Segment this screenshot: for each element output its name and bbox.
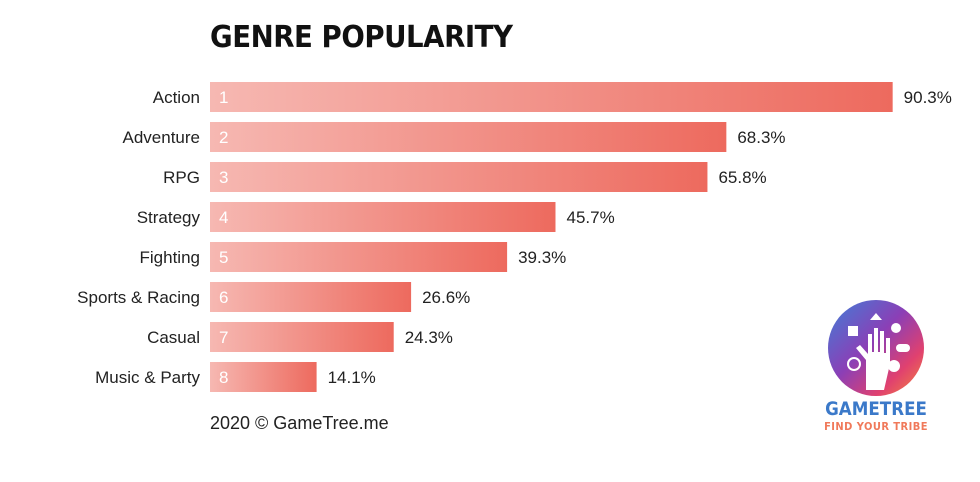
value-label: 68.3%: [737, 128, 785, 147]
chart-title: GENRE POPULARITY: [210, 20, 513, 55]
rank-label: 1: [219, 88, 228, 107]
logo-brand-name: GAMETREE: [825, 398, 927, 420]
bar-6: [210, 282, 412, 312]
bar-8: [210, 362, 317, 392]
value-label: 24.3%: [405, 328, 453, 347]
rank-label: 6: [219, 288, 228, 307]
bar-3: [210, 162, 708, 192]
rank-label: 5: [219, 248, 228, 267]
gametree-logo-icon: [828, 300, 924, 396]
category-label: RPG: [163, 168, 200, 187]
value-label: 65.8%: [718, 168, 766, 187]
category-label: Fighting: [140, 248, 200, 267]
value-label: 14.1%: [328, 368, 376, 387]
bar-4: [210, 202, 556, 232]
rank-label: 4: [219, 208, 228, 227]
category-label: Casual: [147, 328, 200, 347]
rank-label: 3: [219, 168, 228, 187]
bar-1: [210, 82, 893, 112]
bar-chart: Action 1 90.3% Adventure 2 68.3% RPG 3 65.8% Stra…: [77, 82, 952, 392]
rank-label: 7: [219, 328, 228, 347]
category-label: Action: [153, 88, 200, 107]
category-label: Adventure: [123, 128, 201, 147]
footer-credit: 2020 © GameTree.me: [210, 413, 389, 433]
logo-tagline: FIND YOUR TRIBE: [824, 420, 928, 433]
value-label: 26.6%: [422, 288, 470, 307]
category-label: Music & Party: [95, 368, 200, 387]
bar-7: [210, 322, 394, 352]
value-label: 90.3%: [904, 88, 952, 107]
bar-2: [210, 122, 727, 152]
rank-label: 2: [219, 128, 228, 147]
rank-label: 8: [219, 368, 228, 387]
category-label: Strategy: [137, 208, 201, 227]
category-label: Sports & Racing: [77, 288, 200, 307]
value-label: 39.3%: [518, 248, 566, 267]
bar-5: [210, 242, 508, 272]
value-label: 45.7%: [566, 208, 614, 227]
